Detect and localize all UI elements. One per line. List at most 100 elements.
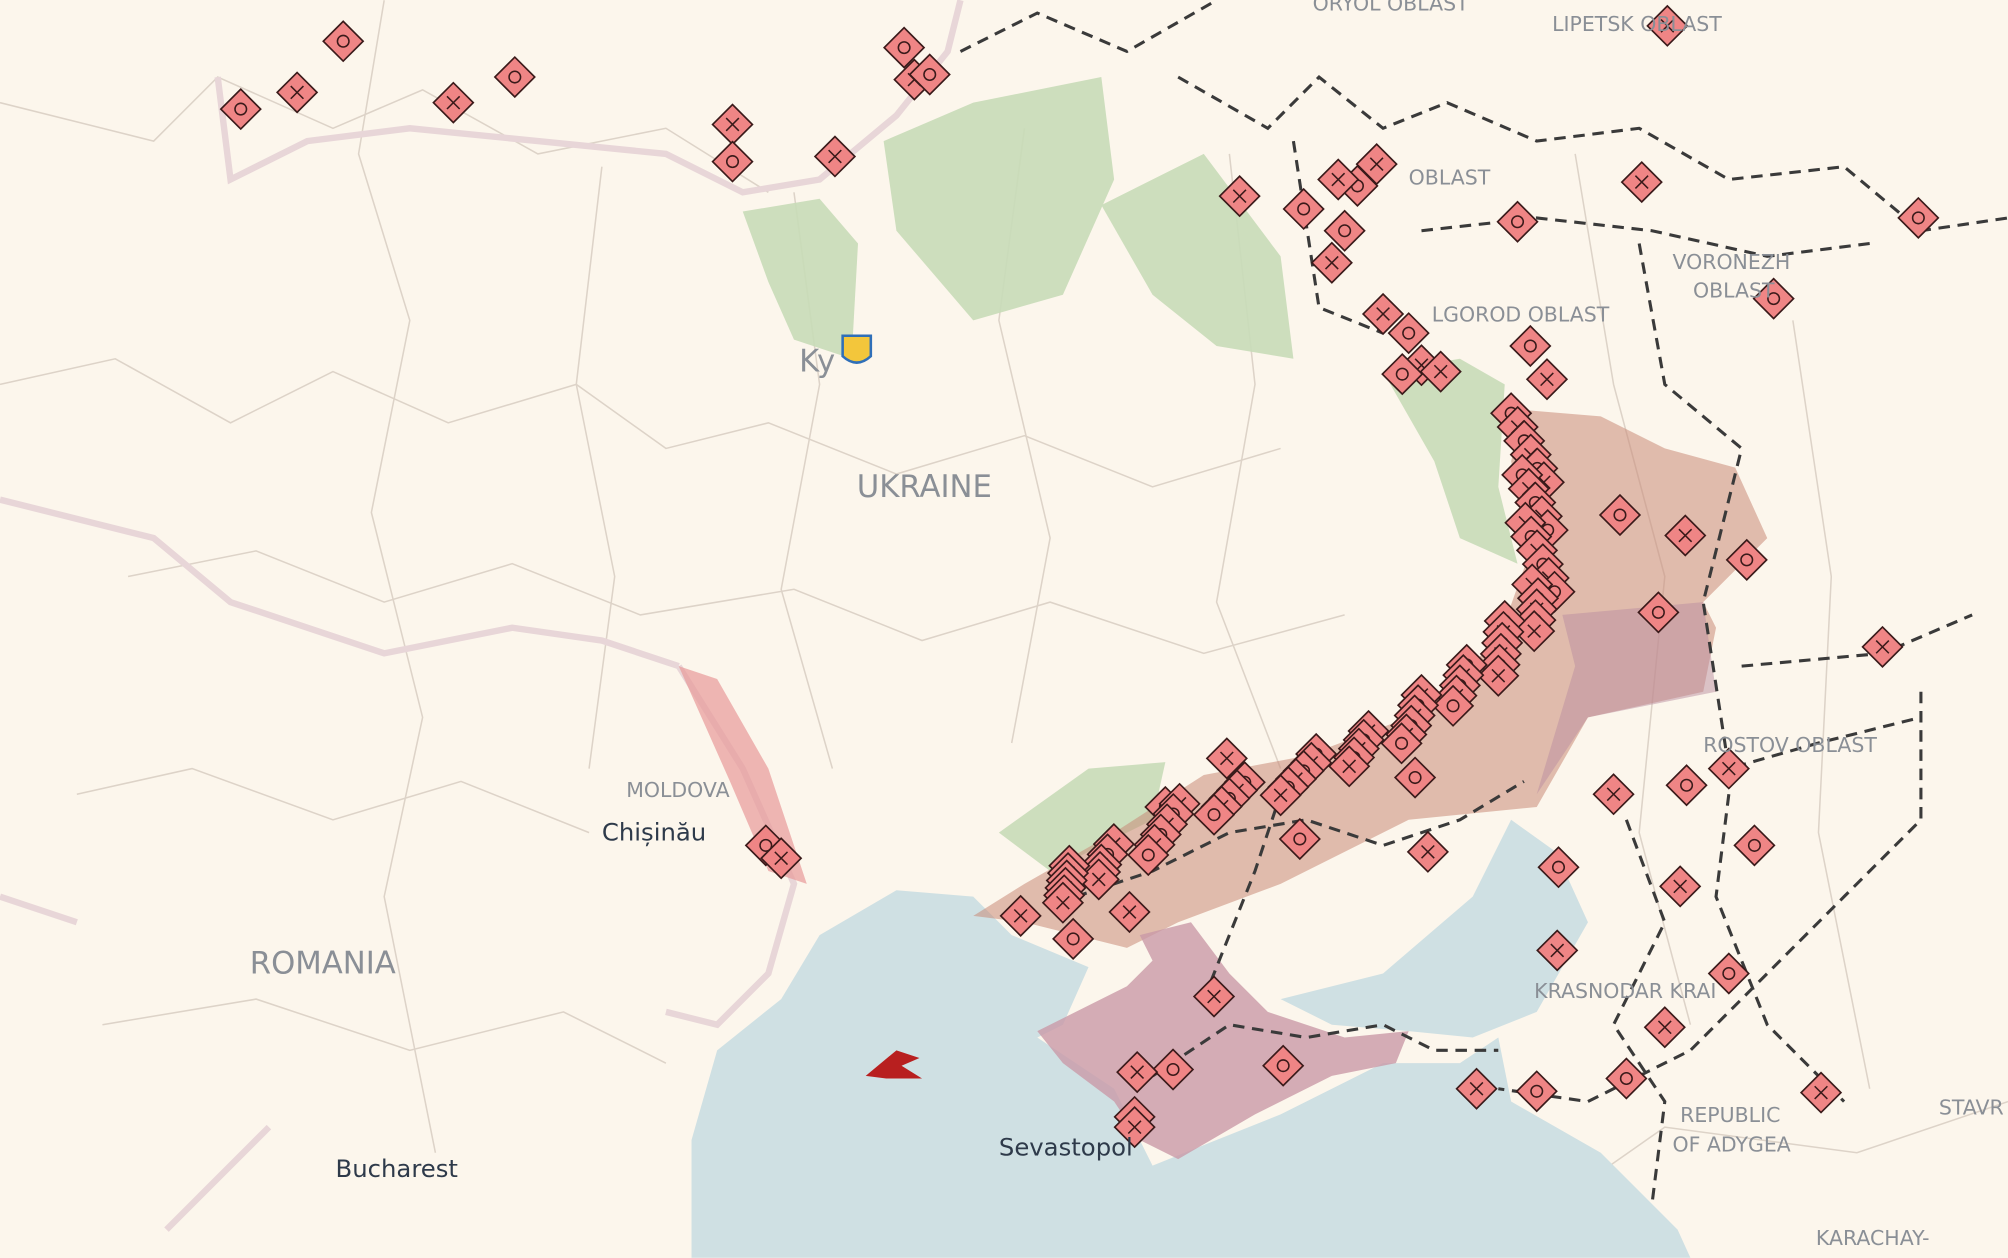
marker-symbol bbox=[1678, 528, 1693, 543]
marker-diamond bbox=[1282, 187, 1325, 231]
event-marker[interactable] bbox=[1525, 358, 1569, 401]
event-marker[interactable] bbox=[1419, 350, 1462, 393]
event-marker[interactable] bbox=[908, 53, 951, 96]
event-marker[interactable] bbox=[1536, 929, 1579, 972]
event-marker[interactable] bbox=[276, 71, 319, 114]
event-marker[interactable] bbox=[1262, 1044, 1305, 1087]
event-marker[interactable] bbox=[1707, 747, 1750, 790]
marker-symbol bbox=[1127, 1120, 1142, 1135]
event-marker[interactable] bbox=[1897, 196, 1940, 240]
event-marker[interactable] bbox=[1455, 1067, 1498, 1110]
event-marker[interactable] bbox=[1361, 292, 1405, 336]
event-marker[interactable] bbox=[1077, 858, 1120, 901]
event-marker[interactable] bbox=[432, 81, 475, 124]
map-label: ROSTOV OBLAST bbox=[1703, 733, 1877, 757]
event-marker[interactable] bbox=[1393, 756, 1437, 799]
event-marker[interactable] bbox=[1278, 817, 1321, 861]
event-marker[interactable] bbox=[1733, 824, 1776, 867]
event-marker[interactable] bbox=[219, 87, 262, 131]
event-marker[interactable] bbox=[1041, 881, 1085, 924]
marker-diamond bbox=[1515, 1070, 1558, 1113]
event-marker[interactable] bbox=[1282, 187, 1325, 231]
event-marker[interactable] bbox=[1387, 312, 1430, 355]
event-marker[interactable] bbox=[1381, 353, 1424, 396]
sea bbox=[691, 890, 1691, 1258]
marker-symbol bbox=[1530, 1084, 1544, 1098]
marker-symbol bbox=[290, 85, 304, 100]
marker-symbol bbox=[1433, 364, 1448, 379]
event-marker[interactable] bbox=[1620, 160, 1663, 204]
event-marker[interactable] bbox=[1752, 277, 1795, 320]
event-marker[interactable] bbox=[1192, 975, 1236, 1018]
marker-diamond bbox=[1262, 1044, 1305, 1087]
event-marker[interactable] bbox=[1380, 722, 1423, 765]
event-marker[interactable] bbox=[1259, 774, 1302, 817]
marker-symbol bbox=[1651, 605, 1665, 619]
marker-symbol bbox=[1875, 640, 1890, 654]
event-marker[interactable] bbox=[493, 55, 536, 99]
marker-symbol bbox=[508, 70, 522, 84]
marker-diamond bbox=[1151, 1048, 1195, 1091]
marker-diamond bbox=[1496, 200, 1539, 243]
event-marker[interactable] bbox=[1643, 1006, 1686, 1049]
event-marker[interactable] bbox=[1108, 890, 1151, 934]
marker-symbol bbox=[1680, 778, 1694, 792]
event-marker[interactable] bbox=[1406, 830, 1449, 873]
marker-symbol bbox=[923, 67, 937, 82]
marker-symbol bbox=[1273, 788, 1288, 803]
marker-diamond bbox=[1431, 684, 1475, 727]
event-marker[interactable] bbox=[1310, 241, 1353, 284]
event-marker[interactable] bbox=[1151, 1048, 1195, 1091]
event-marker[interactable] bbox=[1127, 833, 1170, 877]
event-marker[interactable] bbox=[1052, 917, 1095, 961]
event-marker[interactable] bbox=[1509, 324, 1552, 368]
event-marker[interactable] bbox=[1477, 654, 1520, 697]
marker-diamond bbox=[1381, 353, 1424, 396]
marker-diamond bbox=[883, 26, 926, 69]
event-marker[interactable] bbox=[1537, 846, 1580, 889]
marker-diamond bbox=[1380, 722, 1423, 765]
event-marker[interactable] bbox=[1515, 1070, 1558, 1113]
event-marker[interactable] bbox=[1659, 865, 1702, 908]
event-marker[interactable] bbox=[1205, 737, 1248, 780]
event-marker[interactable] bbox=[883, 26, 926, 69]
event-marker[interactable] bbox=[1431, 684, 1475, 727]
map-label: LGOROD OBLAST bbox=[1432, 303, 1610, 327]
event-marker[interactable] bbox=[1725, 538, 1768, 581]
map-label: Sevastopol bbox=[999, 1132, 1133, 1161]
marker-symbol bbox=[1523, 339, 1537, 353]
event-marker[interactable] bbox=[1192, 793, 1236, 836]
event-marker[interactable] bbox=[813, 135, 857, 178]
event-marker[interactable] bbox=[1664, 514, 1707, 557]
event-marker[interactable] bbox=[711, 140, 754, 183]
marker-symbol bbox=[1369, 157, 1384, 172]
event-marker[interactable] bbox=[1646, 4, 1689, 47]
event-marker[interactable] bbox=[1598, 493, 1642, 537]
marker-symbol bbox=[1673, 879, 1688, 894]
marker-symbol bbox=[897, 41, 911, 55]
event-marker[interactable] bbox=[1605, 1057, 1648, 1100]
event-marker[interactable] bbox=[1592, 773, 1635, 816]
event-marker[interactable] bbox=[1116, 1050, 1159, 1094]
event-marker[interactable] bbox=[1113, 1106, 1156, 1149]
marker-symbol bbox=[1141, 848, 1155, 862]
event-marker[interactable] bbox=[1861, 625, 1904, 669]
event-marker[interactable] bbox=[999, 894, 1042, 937]
marker-symbol bbox=[1469, 1081, 1484, 1096]
event-marker[interactable] bbox=[1799, 1071, 1843, 1114]
event-marker[interactable] bbox=[1323, 209, 1366, 252]
event-marker[interactable] bbox=[1496, 200, 1539, 243]
marker-symbol bbox=[1551, 860, 1566, 874]
crimea bbox=[1037, 922, 1409, 1160]
event-marker[interactable] bbox=[1218, 175, 1261, 218]
event-marker[interactable] bbox=[711, 103, 754, 146]
event-marker[interactable] bbox=[1317, 158, 1360, 201]
event-marker[interactable] bbox=[1328, 745, 1371, 788]
marker-symbol bbox=[1293, 832, 1307, 846]
marker-diamond bbox=[1665, 764, 1708, 807]
event-marker[interactable] bbox=[760, 837, 803, 880]
event-marker[interactable] bbox=[1665, 764, 1708, 807]
event-marker[interactable] bbox=[1637, 591, 1680, 634]
event-marker[interactable] bbox=[322, 20, 365, 63]
event-marker[interactable] bbox=[1707, 952, 1750, 995]
